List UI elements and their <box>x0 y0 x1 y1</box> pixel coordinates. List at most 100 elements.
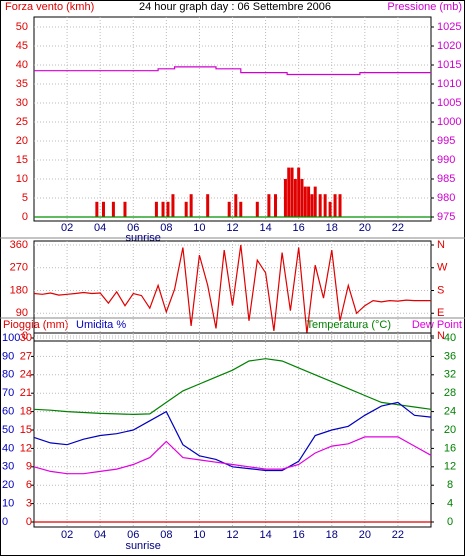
x-tick-label: 08 <box>160 529 172 541</box>
y3-tick-label: 24 <box>20 369 32 381</box>
y-tick-label: 25 <box>16 116 28 128</box>
bar <box>166 201 170 217</box>
bar <box>338 194 342 217</box>
y2-tick-label: E <box>437 307 444 319</box>
bar <box>297 167 301 217</box>
x-tick-label: 06 <box>127 222 139 234</box>
y2-tick-label: S <box>437 284 444 296</box>
bar <box>154 201 158 217</box>
bar <box>189 194 193 217</box>
x-tick-label: 02 <box>61 529 73 541</box>
bar <box>328 201 332 217</box>
x-tick-label: 16 <box>293 222 305 234</box>
y2-tick-label: 990 <box>437 154 455 166</box>
y-tick-label: 10 <box>2 498 14 510</box>
bar <box>307 186 311 217</box>
bar <box>300 179 304 217</box>
y2-tick-label: N <box>437 239 445 251</box>
y-tick-label: 40 <box>16 59 28 71</box>
x-tick-label: 12 <box>226 529 238 541</box>
y-tick-label: 20 <box>2 479 14 491</box>
bar <box>111 201 115 217</box>
y-tick-label: 0 <box>22 211 28 223</box>
temperature-axis-title: Temperatura (°C) <box>307 319 391 331</box>
y2-tick-label: 975 <box>437 211 455 223</box>
y2-tick-label: 1010 <box>437 78 461 90</box>
bar <box>101 201 105 217</box>
y2-tick-label: 985 <box>437 173 455 185</box>
x-tick-label: 18 <box>326 222 338 234</box>
y2-axis-title: Pressione (mb) <box>387 1 462 13</box>
series-line <box>33 436 432 475</box>
bar <box>255 201 259 217</box>
y-tick-label: 90 <box>2 350 14 362</box>
y-tick-label: 70 <box>2 387 14 399</box>
y2-tick-label: 28 <box>444 387 456 399</box>
x-tick-label: 10 <box>193 529 205 541</box>
bar <box>239 201 243 217</box>
bar <box>318 194 322 217</box>
y2-tick-label: 4 <box>447 498 453 510</box>
x-tick-label: 04 <box>94 529 106 541</box>
y2-tick-label: 8 <box>447 479 453 491</box>
y2-tick-label: 1025 <box>437 21 461 33</box>
bar <box>267 194 271 217</box>
y3-tick-label: 27 <box>20 350 32 362</box>
x-tick-label: 20 <box>359 222 371 234</box>
y2-tick-label: 12 <box>444 461 456 473</box>
bar <box>184 201 188 217</box>
rain-axis-title: Pioggia (mm) <box>3 319 68 331</box>
dewpoint-axis-title: Dew Point <box>412 319 462 331</box>
x-tick-label: 10 <box>193 222 205 234</box>
y2-tick-label: W <box>437 262 448 274</box>
x-tick-label: 02 <box>61 222 73 234</box>
x-tick-label: 04 <box>94 222 106 234</box>
y2-tick-label: 24 <box>444 406 456 418</box>
x-tick-label: 18 <box>326 529 338 541</box>
bar <box>274 194 278 217</box>
annotation: sunrise <box>125 232 160 244</box>
y-tick-label: 50 <box>2 424 14 436</box>
y-tick-label: 100 <box>2 332 20 344</box>
series-line <box>33 358 432 416</box>
y-tick-label: 50 <box>16 21 28 33</box>
y-tick-label: 10 <box>16 173 28 185</box>
y2-tick-label: 40 <box>444 332 456 344</box>
bar <box>283 179 287 217</box>
bar <box>290 167 294 217</box>
y3-tick-label: 3 <box>26 498 32 510</box>
bar <box>123 201 127 217</box>
y-tick-label: 45 <box>16 40 28 52</box>
y3-tick-label: 18 <box>20 406 32 418</box>
bar <box>287 167 291 217</box>
y-tick-label: 40 <box>2 442 14 454</box>
bar <box>234 194 238 217</box>
y-tick-label: 270 <box>10 262 28 274</box>
x-tick-label: 08 <box>160 222 172 234</box>
series-line <box>34 66 431 76</box>
bar <box>206 194 210 217</box>
y3-tick-label: 15 <box>20 424 32 436</box>
y2-tick-label: 980 <box>437 192 455 204</box>
x-tick-label: 06 <box>127 529 139 541</box>
y-tick-label: 0 <box>2 516 8 528</box>
y-tick-label: 5 <box>22 192 28 204</box>
y-tick-label: 80 <box>2 369 14 381</box>
x-tick-label: 14 <box>259 222 271 234</box>
y3-tick-label: 21 <box>20 387 32 399</box>
bar <box>333 194 337 217</box>
bar <box>310 194 314 217</box>
bar <box>161 201 165 217</box>
x-tick-label: 12 <box>226 222 238 234</box>
y-tick-label: 360 <box>10 239 28 251</box>
y3-tick-label: 6 <box>26 479 32 491</box>
y-tick-label: 0 <box>22 330 28 342</box>
annotation: sunrise <box>125 540 160 552</box>
bar <box>293 179 297 217</box>
y-tick-label: 180 <box>10 284 28 296</box>
y2-tick-label: 36 <box>444 350 456 362</box>
y-tick-label: 90 <box>16 307 28 319</box>
bar <box>303 186 307 217</box>
y3-tick-label: 9 <box>26 461 32 473</box>
